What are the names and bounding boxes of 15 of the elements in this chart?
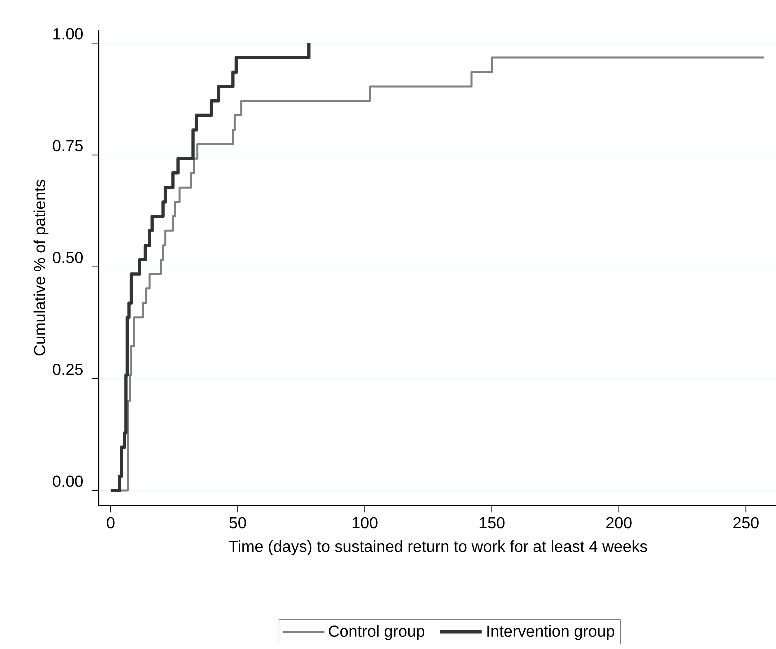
y-tick-label: 0.00 <box>53 476 84 488</box>
legend-label: Control group <box>329 625 425 640</box>
x-tick-label: 50 <box>230 517 246 529</box>
x-tick-label: 250 <box>734 517 759 529</box>
x-axis-title: Time (days) to sustained return to work for at least 4 weeks <box>229 540 648 556</box>
x-tick-label: 150 <box>480 517 505 529</box>
y-axis-title: Cumulative % of patients <box>34 180 49 356</box>
x-tick-label: 0 <box>107 517 115 529</box>
x-tick-label: 200 <box>606 517 632 529</box>
y-tick-label: 0.25 <box>53 364 83 376</box>
x-tick-label: 100 <box>352 517 378 529</box>
y-tick-label: 0.75 <box>53 140 83 152</box>
y-tick-label: 1.00 <box>54 28 84 40</box>
legend-label: Intervention group <box>488 625 614 640</box>
y-tick-label: 0.50 <box>53 252 84 264</box>
